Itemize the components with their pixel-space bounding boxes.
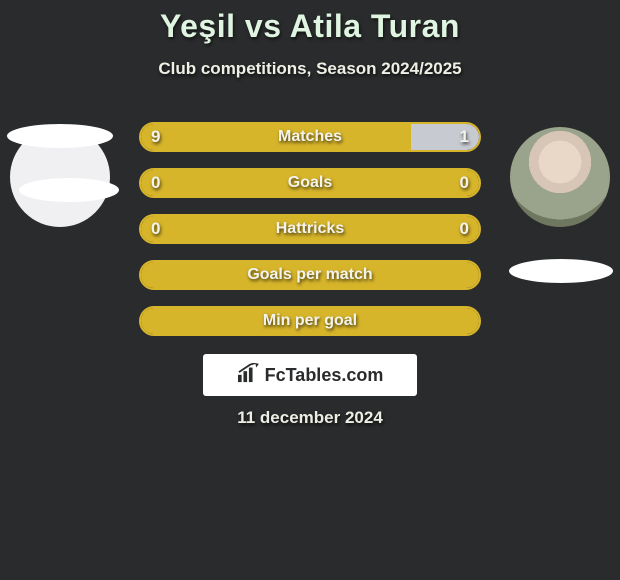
date-text: 11 december 2024 <box>0 408 620 428</box>
decor-ellipse <box>7 124 113 148</box>
brand-link[interactable]: FcTables.com <box>203 354 417 396</box>
decor-ellipse <box>19 178 119 202</box>
stat-label: Hattricks <box>141 216 479 242</box>
stat-value-right: 1 <box>450 124 479 150</box>
brand-text: FcTables.com <box>265 365 384 386</box>
stat-row: Matches9 1 <box>139 122 481 152</box>
stat-row: Hattricks0 0 <box>139 214 481 244</box>
stat-value-left: 0 <box>141 170 170 196</box>
player-right-avatar <box>510 127 610 227</box>
stat-label: Matches <box>141 124 479 150</box>
stat-value-left: 9 <box>141 124 170 150</box>
stat-label: Goals <box>141 170 479 196</box>
stat-label: Min per goal <box>141 308 479 334</box>
decor-ellipse <box>509 259 613 283</box>
stat-row: Min per goal <box>139 306 481 336</box>
page-subtitle: Club competitions, Season 2024/2025 <box>0 59 620 79</box>
stat-label: Goals per match <box>141 262 479 288</box>
page-title: Yeşil vs Atila Turan <box>0 0 620 45</box>
stat-value-left: 0 <box>141 216 170 242</box>
stat-value-right: 0 <box>450 216 479 242</box>
stat-value-right: 0 <box>450 170 479 196</box>
stat-row: Goals per match <box>139 260 481 290</box>
comparison-bars: Matches91Goals00Hattricks00Goals per mat… <box>139 122 481 352</box>
brand-chart-icon <box>237 363 259 388</box>
stat-row: Goals0 0 <box>139 168 481 198</box>
